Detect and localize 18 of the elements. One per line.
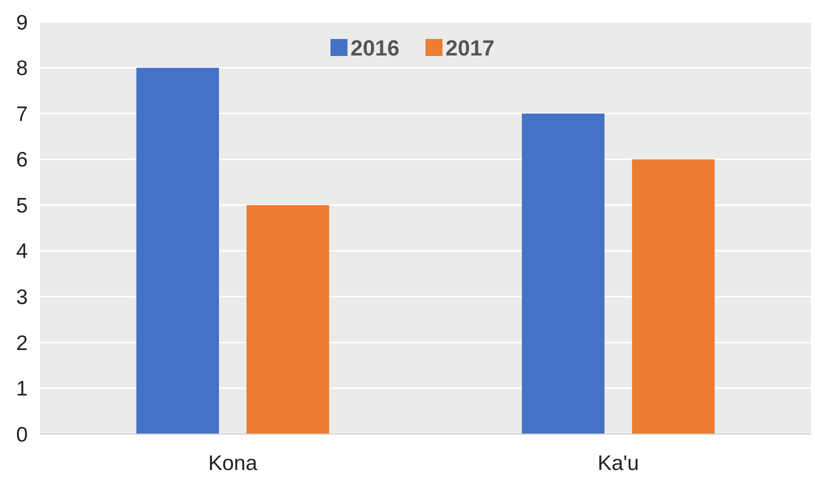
- y-tick-label: 7: [16, 102, 28, 126]
- x-tick-label: Kona: [208, 452, 258, 475]
- bar: [632, 159, 715, 434]
- bar: [522, 114, 604, 434]
- y-tick-label: 3: [16, 286, 28, 310]
- y-tick-label: 6: [16, 148, 28, 172]
- legend-label: 2016: [350, 36, 400, 61]
- x-tick-label: Ka'u: [598, 452, 639, 475]
- bar: [246, 205, 330, 434]
- y-tick-label: 9: [16, 11, 28, 34]
- y-tick-label: 8: [16, 57, 28, 80]
- y-tick-label: 0: [16, 423, 28, 446]
- y-tick-label: 5: [16, 194, 28, 218]
- y-tick-label: 4: [16, 240, 28, 264]
- bar: [136, 68, 219, 434]
- y-tick-label: 1: [16, 378, 28, 401]
- legend-label: 2017: [446, 36, 494, 61]
- y-tick-label: 2: [16, 332, 28, 355]
